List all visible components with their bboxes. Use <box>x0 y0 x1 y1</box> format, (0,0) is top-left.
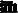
Bar <box>4 11 5 12</box>
Bar <box>15 4 16 12</box>
Bar <box>13 11 14 12</box>
Bar <box>12 8 13 12</box>
Bar <box>3 5 4 12</box>
Bar <box>8 3 9 12</box>
Bar <box>9 3 10 12</box>
Bar <box>14 5 15 12</box>
Bar <box>10 2 11 12</box>
Bar <box>5 5 6 12</box>
